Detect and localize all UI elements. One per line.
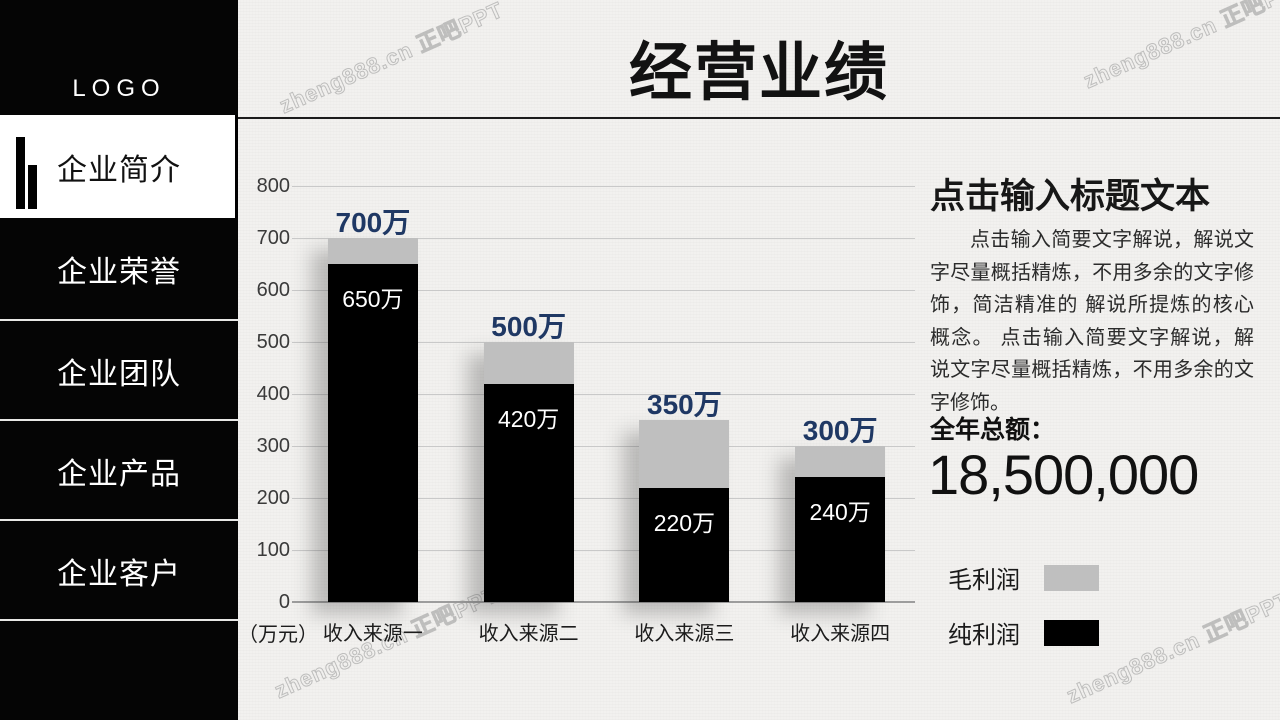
bar-1: 650万 [327, 238, 418, 602]
sidebar-item-company-team[interactable]: 企业团队 [0, 321, 238, 421]
legend-label-1: 毛利润 [948, 567, 1020, 594]
total-value-label-2: 500万 [491, 311, 566, 342]
sidebar-divider [0, 319, 238, 321]
sidebar: LOGO 企业简介 企业荣誉 企业团队 企业产品 企业客户 [0, 0, 238, 720]
y-axis-tick-700: 700 [256, 227, 290, 249]
annual-total-caption: 全年总额： [930, 416, 1056, 444]
legend-row-1: 毛利润 [948, 560, 1099, 595]
bar-segment-net-profit-4 [795, 477, 886, 602]
sidebar-item-label: 企业简介 [57, 153, 181, 187]
bar-4: 240万 [795, 446, 886, 602]
sidebar-item-label: 企业团队 [57, 358, 181, 391]
gridline-0 [292, 601, 915, 603]
legend-label-2: 纯利润 [948, 622, 1020, 649]
panel-title: 点击输入标题文本 [930, 177, 1211, 216]
gridline-200 [292, 497, 915, 499]
annual-total-value: 18,500,000 [928, 443, 1199, 506]
net-profit-value-label-3: 220万 [653, 509, 716, 536]
y-axis-tick-200: 200 [256, 487, 290, 509]
gridline-400 [292, 393, 915, 395]
title-underline [238, 117, 1280, 119]
bar-3: 220万 [639, 420, 730, 602]
category-label-1: 收入来源一 [322, 623, 423, 645]
y-axis-tick-400: 400 [256, 383, 290, 405]
gridline-500 [292, 341, 915, 343]
y-axis-tick-300: 300 [256, 435, 290, 457]
bar-chart-icon [16, 137, 40, 210]
sidebar-item-company-profile[interactable]: 企业简介 [0, 115, 238, 218]
total-value-label-3: 350万 [647, 389, 722, 420]
sidebar-item-company-customers[interactable]: 企业客户 [0, 521, 238, 621]
y-axis-tick-100: 100 [256, 539, 290, 561]
legend-swatch-2 [1044, 619, 1099, 646]
bar-segment-gross-profit-4 [795, 446, 886, 478]
bar-segment-gross-profit-3 [639, 420, 730, 488]
sidebar-item-label: 企业荣誉 [57, 256, 181, 289]
sidebar-divider [0, 419, 238, 421]
gridline-300 [292, 445, 915, 447]
net-profit-value-label-4: 240万 [809, 499, 871, 526]
logo: LOGO [72, 75, 166, 102]
legend-row-2: 纯利润 [948, 615, 1099, 650]
category-label-3: 收入来源三 [634, 623, 735, 645]
category-label-4: 收入来源四 [790, 623, 891, 645]
total-value-label-4: 300万 [802, 415, 878, 446]
category-label-2: 收入来源二 [478, 623, 579, 645]
bar-segment-gross-profit-2 [483, 342, 574, 384]
sidebar-item-label: 企业产品 [57, 458, 181, 491]
gridline-800 [292, 185, 915, 187]
sidebar-item-company-honors[interactable]: 企业荣誉 [0, 219, 238, 319]
sidebar-item-company-products[interactable]: 企业产品 [0, 421, 238, 521]
panel-body-text: 点击输入简要文字解说，解说文字尽量概括精炼，不用多余的文字修饰，简洁精准的 解说… [930, 229, 1254, 414]
legend-swatch-1 [1044, 564, 1099, 591]
bar-segment-net-profit-3 [639, 487, 730, 602]
page-title: 经营业绩 [629, 38, 889, 108]
y-axis-tick-600: 600 [256, 279, 290, 301]
chart-legend: 毛利润 纯利润 [948, 560, 1099, 670]
net-profit-value-label-1: 650万 [342, 286, 404, 312]
y-axis-tick-800: 800 [256, 175, 290, 197]
sidebar-divider [0, 519, 238, 521]
bar-2: 420万 [483, 342, 574, 602]
gridline-700 [292, 237, 915, 239]
gridline-600 [292, 289, 915, 291]
sidebar-divider [0, 619, 238, 621]
gridline-100 [292, 549, 915, 551]
total-value-label-1: 700万 [335, 207, 411, 238]
sidebar-item-label: 企业客户 [57, 558, 181, 591]
net-profit-value-label-2: 420万 [497, 405, 560, 432]
y-axis-tick-0: 0 [278, 591, 290, 613]
bar-segment-gross-profit-1 [327, 238, 418, 264]
bar-segment-net-profit-2 [483, 383, 574, 602]
axis-unit-label: （万元） [238, 624, 318, 646]
y-axis-tick-500: 500 [256, 331, 290, 353]
bar-segment-net-profit-1 [327, 264, 418, 602]
